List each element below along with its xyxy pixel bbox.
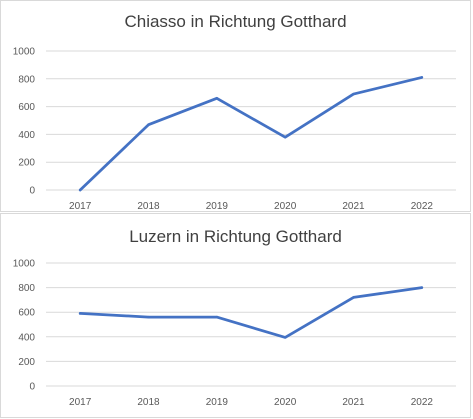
line-chart-chiasso: 0 200 400 600 800 1000 2017 2018 2019 2020 2021 202… [13,47,456,212]
x-tick-label: 2020 [274,397,297,408]
chart-title: Luzern in Richtung Gotthard [129,227,342,246]
data-point [420,286,424,289]
y-tick-label: 0 [29,186,35,197]
data-point [147,123,150,126]
line-chart-luzern: 0 200 400 600 800 1000 2017 2018 2019 2020 2021 202… [13,259,456,408]
y-tick-label: 0 [29,382,35,393]
y-tick-label: 200 [18,158,35,169]
x-tick-label: 2017 [69,201,92,212]
y-tick-label: 200 [18,357,35,368]
x-tick-label: 2020 [274,201,297,212]
y-tick-label: 600 [18,308,35,319]
data-point [215,315,219,319]
y-tick-label: 800 [18,74,35,85]
y-tick-label: 600 [18,102,35,113]
x-tick-label: 2019 [206,201,229,212]
data-point [78,312,82,315]
data-point [215,97,219,100]
data-point [352,92,355,96]
x-tick-label: 2018 [137,201,160,212]
series-line [78,76,424,192]
data-point [352,296,355,299]
chart-panel-chiasso: Chiasso in Richtung Gotthard 0 200 400 600 8… [0,0,471,212]
data-point [147,315,150,319]
y-tick-label: 1000 [13,259,36,270]
data-point [420,76,424,79]
x-tick-label: 2022 [411,397,434,408]
y-tick-label: 800 [18,283,35,294]
x-tick-label: 2017 [69,397,92,408]
x-tick-label: 2021 [342,201,365,212]
x-tick-label: 2019 [206,397,229,408]
data-point [283,336,287,339]
chart-title: Chiasso in Richtung Gotthard [124,12,347,31]
y-tick-label: 400 [18,130,35,141]
data-point [78,188,82,192]
x-tick-label: 2022 [411,201,434,212]
chart-panel-luzern: Luzern in Richtung Gotthard 0 200 400 600 80… [0,213,471,418]
series-line [78,286,424,339]
data-point [283,135,287,139]
x-tick-label: 2018 [137,397,160,408]
y-tick-label: 400 [18,332,35,343]
x-tick-label: 2021 [342,397,365,408]
y-tick-label: 1000 [13,47,36,58]
